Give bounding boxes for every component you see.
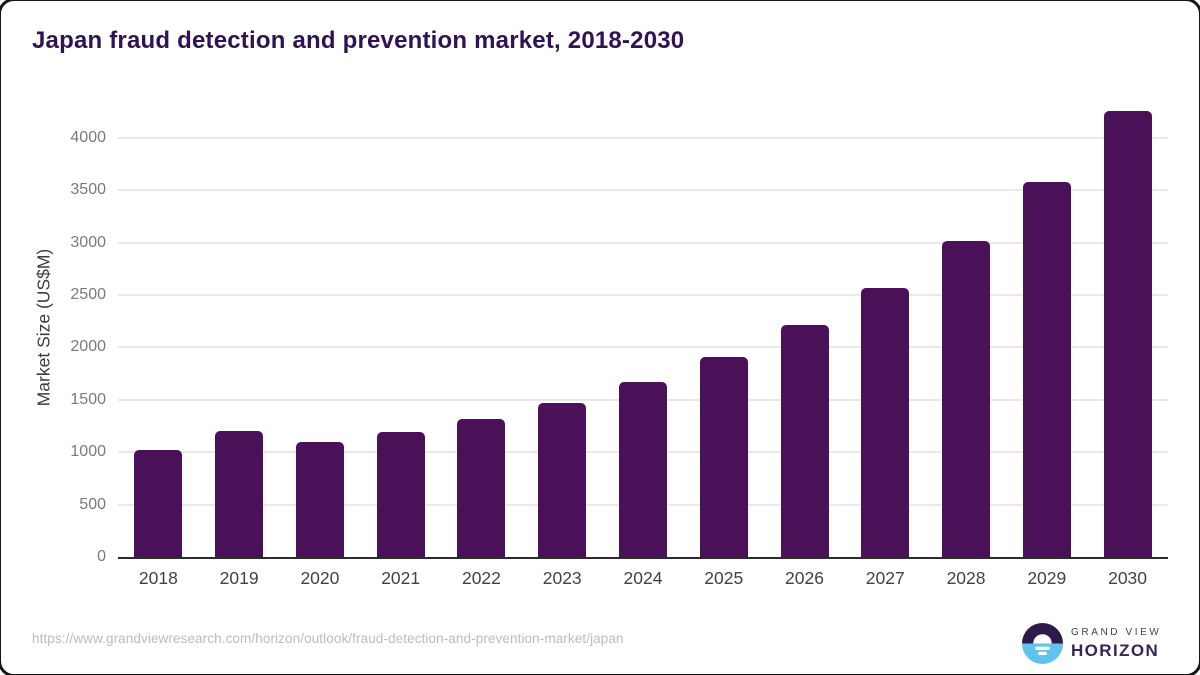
- y-tick-label-0: 0: [97, 548, 106, 565]
- grandview-horizon-logo: GRAND VIEW HORIZON: [1021, 622, 1161, 665]
- x-tick-label-2018: 2018: [138, 568, 178, 588]
- bar-2023: [538, 402, 587, 557]
- bar-2028: [942, 240, 991, 557]
- bar-2018: [134, 449, 183, 557]
- horizon-sunrise-icon: [1021, 622, 1064, 665]
- bar-2019: [215, 430, 264, 557]
- bar-2029: [1022, 181, 1071, 557]
- x-tick-label-2026: 2026: [785, 568, 824, 588]
- y-tick-label-3500: 3500: [70, 181, 106, 199]
- y-tick-label-4000: 4000: [70, 128, 106, 146]
- x-axis-tick-labels: 2018 2019 2020 2021 2022 2023 2024 2025 2026 2027…: [118, 568, 1168, 594]
- x-tick-label-2020: 2020: [300, 568, 340, 588]
- gridline-2000: [118, 346, 1168, 349]
- gridline-3500: [118, 189, 1168, 192]
- x-tick-label-2029: 2029: [1027, 568, 1067, 588]
- bar-2030: [1103, 110, 1152, 557]
- logo-product-name: HORIZON: [1071, 641, 1160, 660]
- y-tick-label-1000: 1000: [70, 443, 106, 461]
- gridline-2500: [118, 294, 1168, 296]
- bar-2026: [780, 325, 829, 557]
- y-tick-label-3000: 3000: [70, 233, 106, 251]
- bar-2025: [699, 356, 748, 557]
- y-tick-label-2500: 2500: [70, 286, 106, 303]
- y-tick-label-2000: 2000: [70, 338, 106, 356]
- x-tick-label-2023: 2023: [542, 568, 582, 588]
- y-axis-tick-labels: 0 500 1000 1500 2000 2500 3000 3500 4000: [0, 98, 106, 565]
- gridline-4000: [118, 136, 1168, 139]
- x-tick-label-2021: 2021: [381, 568, 421, 588]
- x-tick-label-2022: 2022: [461, 568, 501, 588]
- plot-area: [118, 98, 1168, 559]
- bar-2024: [619, 381, 667, 557]
- y-tick-label-500: 500: [79, 495, 106, 513]
- gridline-3000: [118, 241, 1168, 244]
- chart-title: Japan fraud detection and prevention mar…: [32, 27, 685, 54]
- bar-2021: [376, 432, 425, 557]
- bar-2022: [457, 418, 506, 557]
- x-tick-label-2024: 2024: [623, 568, 663, 588]
- x-tick-label-2030: 2030: [1108, 568, 1148, 588]
- x-tick-label-2027: 2027: [865, 568, 905, 588]
- x-tick-label-2019: 2019: [219, 568, 259, 588]
- x-tick-label-2028: 2028: [946, 568, 986, 588]
- bar-2020: [295, 442, 344, 557]
- logo-text: GRAND VIEW HORIZON: [1071, 627, 1161, 660]
- source-url: https://www.grandviewresearch.com/horizo…: [32, 631, 624, 646]
- bar-2027: [861, 287, 910, 557]
- y-tick-label-1500: 1500: [70, 390, 106, 408]
- logo-brand-name: GRAND VIEW: [1071, 627, 1162, 638]
- x-tick-label-2025: 2025: [704, 568, 744, 588]
